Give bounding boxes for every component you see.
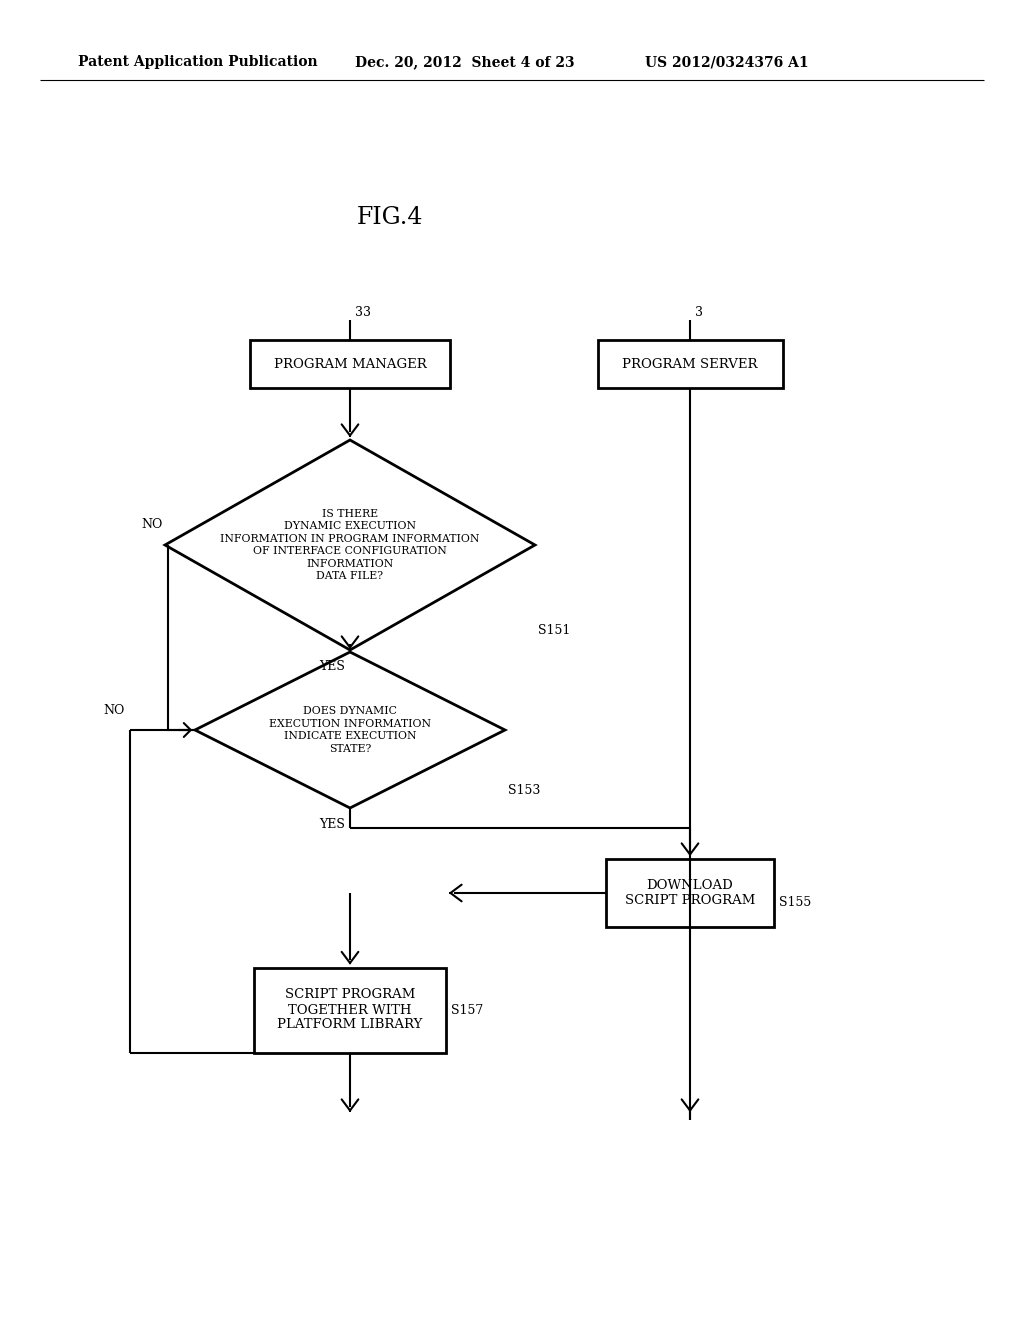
Text: 33: 33 [355,305,371,318]
Text: IS THERE
DYNAMIC EXECUTION
INFORMATION IN PROGRAM INFORMATION
OF INTERFACE CONFI: IS THERE DYNAMIC EXECUTION INFORMATION I… [220,510,479,581]
Polygon shape [195,652,505,808]
Text: S153: S153 [508,784,541,796]
Text: FIG.4: FIG.4 [356,206,423,230]
Bar [250,341,450,388]
Text: NO: NO [141,519,163,532]
Text: S155: S155 [779,896,811,909]
Text: US 2012/0324376 A1: US 2012/0324376 A1 [645,55,809,69]
Text: PROGRAM SERVER: PROGRAM SERVER [623,358,758,371]
Text: YES: YES [319,817,345,830]
Bar [254,968,446,1052]
Text: YES: YES [319,660,345,672]
Text: 3: 3 [695,305,703,318]
Text: S157: S157 [451,1003,483,1016]
Bar [597,341,782,388]
Text: SCRIPT PROGRAM
TOGETHER WITH
PLATFORM LIBRARY: SCRIPT PROGRAM TOGETHER WITH PLATFORM LI… [278,989,423,1031]
Text: NO: NO [103,704,125,717]
Text: Dec. 20, 2012  Sheet 4 of 23: Dec. 20, 2012 Sheet 4 of 23 [355,55,574,69]
Text: PROGRAM MANAGER: PROGRAM MANAGER [273,358,426,371]
Text: S151: S151 [538,623,570,636]
Text: Patent Application Publication: Patent Application Publication [78,55,317,69]
Polygon shape [165,440,535,649]
Bar [606,859,774,927]
Text: DOES DYNAMIC
EXECUTION INFORMATION
INDICATE EXECUTION
STATE?: DOES DYNAMIC EXECUTION INFORMATION INDIC… [269,706,431,754]
Text: DOWNLOAD
SCRIPT PROGRAM: DOWNLOAD SCRIPT PROGRAM [625,879,755,907]
